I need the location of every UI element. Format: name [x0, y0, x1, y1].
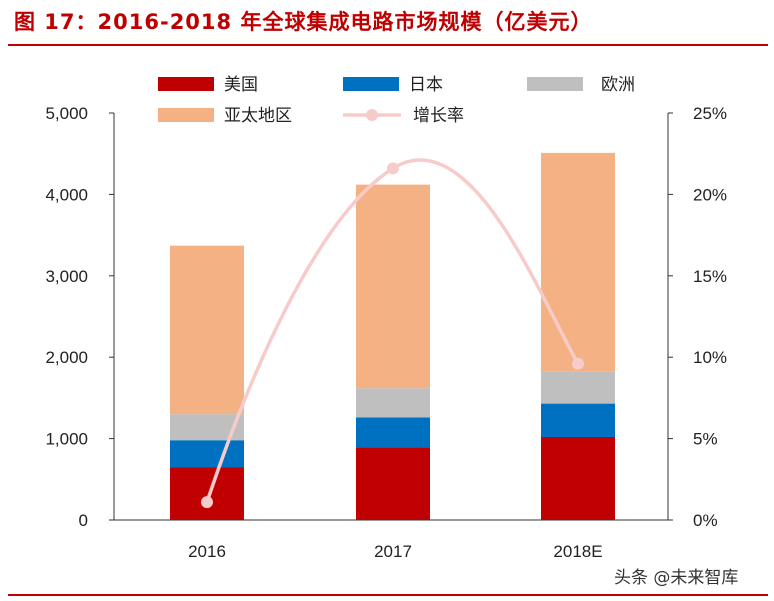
bar-美国-2016 — [170, 467, 244, 520]
legend-label-增长率: 增长率 — [413, 106, 464, 126]
left-tick-label: 5,000 — [45, 104, 88, 123]
bar-欧洲-2017 — [356, 388, 430, 418]
legend-swatch-日本 — [343, 77, 399, 91]
bar-亚太地区-2016 — [170, 245, 244, 415]
bar-欧洲-2018E — [541, 371, 615, 404]
growth-point-2017 — [387, 162, 399, 175]
legend-swatch-美国 — [158, 77, 214, 91]
left-tick-label: 3,000 — [45, 267, 88, 286]
right-tick-label: 25% — [693, 104, 727, 123]
growth-point-2018E — [572, 357, 584, 370]
legend-label-日本: 日本 — [409, 75, 443, 95]
right-tick-label: 0% — [693, 511, 718, 530]
left-tick-label: 2,000 — [45, 348, 88, 367]
bar-美国-2017 — [356, 447, 430, 520]
title-bar: 图 17：2016-2018 年全球集成电路市场规模（亿美元） — [0, 0, 774, 46]
x-tick-label: 2016 — [188, 542, 226, 561]
bar-亚太地区-2018E — [541, 152, 615, 372]
bar-日本-2017 — [356, 417, 430, 448]
left-tick-label: 1,000 — [45, 430, 88, 449]
bar-日本-2016 — [170, 440, 244, 468]
legend-label-欧洲: 欧洲 — [601, 75, 635, 95]
title-rule — [8, 44, 768, 46]
left-tick-label: 0 — [79, 511, 88, 530]
legend-label-美国: 美国 — [224, 75, 258, 95]
x-tick-label: 2017 — [374, 542, 412, 561]
bar-美国-2018E — [541, 436, 615, 520]
bar-亚太地区-2017 — [356, 184, 430, 389]
growth-point-2016 — [201, 496, 213, 509]
right-tick-label: 10% — [693, 348, 727, 367]
right-tick-label: 5% — [693, 430, 718, 449]
bar-日本-2018E — [541, 403, 615, 437]
right-tick-label: 15% — [693, 267, 727, 286]
right-tick-label: 20% — [693, 185, 727, 204]
bottom-rule — [8, 594, 768, 596]
chart-title: 图 17：2016-2018 年全球集成电路市场规模（亿美元） — [14, 10, 593, 34]
legend-swatch-亚太地区 — [158, 108, 214, 122]
x-tick-label: 2018E — [553, 542, 602, 561]
legend-label-亚太地区: 亚太地区 — [224, 106, 292, 126]
watermark: 头条 @未来智库 — [614, 568, 739, 588]
left-tick-label: 4,000 — [45, 185, 88, 204]
legend-swatch-欧洲 — [527, 77, 583, 91]
legend-marker-增长率 — [366, 109, 378, 121]
